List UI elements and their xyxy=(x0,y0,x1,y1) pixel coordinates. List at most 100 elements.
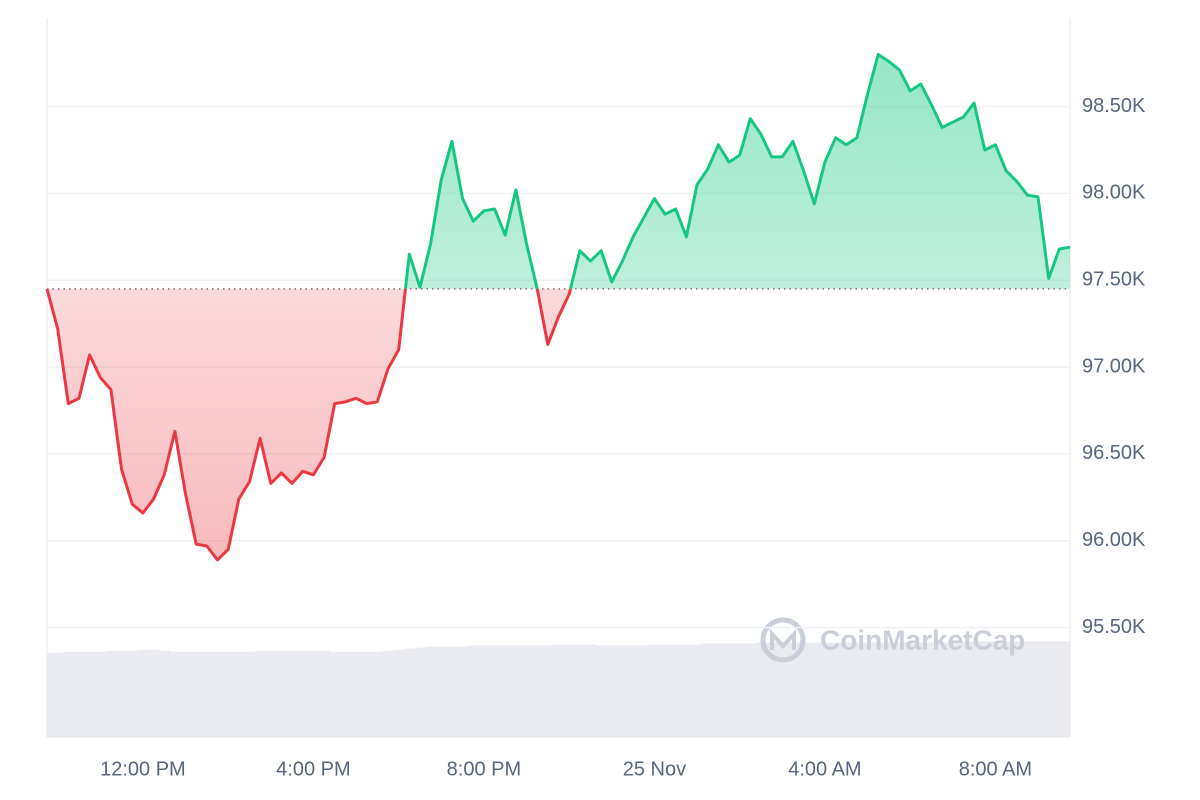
volume-bar xyxy=(244,651,256,737)
volume-bar xyxy=(840,642,853,737)
volume-bar xyxy=(595,645,607,737)
volume-bar xyxy=(894,642,906,737)
volume-bar xyxy=(180,651,192,737)
volume-bar xyxy=(297,650,309,737)
x-tick-label: 12:00 PM xyxy=(100,758,186,780)
volume-bar xyxy=(915,642,927,737)
area-down xyxy=(47,288,571,560)
x-tick-label: 4:00 AM xyxy=(788,758,861,780)
volume-bar xyxy=(670,644,682,737)
volume-bar xyxy=(47,652,53,737)
volume-bar xyxy=(659,644,671,737)
volume-bar xyxy=(787,642,799,737)
y-tick-label: 97.00K xyxy=(1082,355,1146,377)
volume-bar xyxy=(489,645,501,737)
x-tick-label: 4:00 PM xyxy=(276,758,350,780)
y-tick-label: 96.50K xyxy=(1082,442,1146,464)
watermark: CoinMarketCap xyxy=(760,617,1025,663)
x-tick-label: 8:00 PM xyxy=(447,758,521,780)
volume-bar xyxy=(691,644,703,737)
x-tick-label: 8:00 AM xyxy=(959,758,1032,780)
volume-bar xyxy=(457,646,469,737)
volume-bar xyxy=(1043,641,1055,737)
volume-bar xyxy=(755,642,767,737)
volume-bar xyxy=(851,642,863,737)
volume-bar xyxy=(372,651,384,737)
volume-bar xyxy=(1022,641,1034,737)
watermark-text: CoinMarketCap xyxy=(820,624,1025,655)
volume-bar xyxy=(723,643,735,737)
volume-bar xyxy=(329,651,341,737)
volume-bar xyxy=(574,644,586,737)
volume-bar xyxy=(148,649,160,737)
volume-bar xyxy=(393,649,405,737)
volume-bar xyxy=(62,651,75,737)
volume-bar xyxy=(190,651,203,737)
volume-bar xyxy=(904,642,916,737)
volume-bar xyxy=(585,644,597,737)
volume-bar xyxy=(681,644,693,737)
volume-bar xyxy=(627,645,639,737)
volume-bar xyxy=(126,650,139,737)
volume-bar xyxy=(936,642,948,737)
volume-bar xyxy=(478,645,490,737)
volume-bar xyxy=(702,643,714,737)
volume-bar xyxy=(169,651,181,737)
volume-bar xyxy=(73,651,85,737)
volume-bar xyxy=(744,643,757,737)
volume-bar xyxy=(1054,641,1066,737)
volume-bar xyxy=(414,647,426,737)
volume-bar xyxy=(542,645,554,737)
y-tick-label: 98.00K xyxy=(1082,182,1146,204)
volume-bar xyxy=(403,648,416,737)
volume-bar xyxy=(521,645,533,737)
volume-bar xyxy=(233,651,245,737)
volume-bar xyxy=(617,645,629,737)
volume-bar xyxy=(361,651,373,737)
volume-bar xyxy=(926,642,938,737)
volume-bar xyxy=(105,650,117,737)
volume-bar xyxy=(499,645,512,737)
volume-bar xyxy=(467,645,480,737)
volume-bar xyxy=(808,642,821,737)
volume-bar xyxy=(766,642,778,737)
volume-bar xyxy=(638,645,650,737)
volume-bar xyxy=(819,642,831,737)
volume-bar xyxy=(649,644,661,737)
volume-bar xyxy=(94,651,107,737)
y-tick-label: 95.50K xyxy=(1082,616,1146,638)
volume-bar xyxy=(1011,641,1023,737)
volume-bar xyxy=(212,651,224,737)
volume-bar xyxy=(265,650,277,737)
volume-bar xyxy=(979,641,991,737)
volume-bar xyxy=(830,642,842,737)
x-tick-label: 25 Nov xyxy=(623,758,686,780)
volume-bar xyxy=(606,645,618,737)
volume-bar xyxy=(883,642,895,737)
y-tick-label: 97.50K xyxy=(1082,269,1146,291)
volume-bar xyxy=(798,642,810,737)
volume-bar xyxy=(382,650,394,737)
volume-bar xyxy=(84,651,96,737)
y-tick-label: 98.50K xyxy=(1082,95,1146,117)
volume-bar xyxy=(862,642,874,737)
volume-bar xyxy=(713,643,725,737)
volume-bar xyxy=(947,641,959,737)
volume-bar xyxy=(201,651,213,737)
volume-bar xyxy=(446,646,458,737)
price-line-up xyxy=(46,53,1071,289)
volume-bar xyxy=(968,641,980,737)
volume-bar xyxy=(254,650,266,737)
volume-bar xyxy=(52,652,64,737)
volume-bar xyxy=(958,641,970,737)
volume-bar xyxy=(435,646,448,737)
volume-bar xyxy=(510,645,522,737)
volume-bar xyxy=(990,641,1002,737)
volume-bar xyxy=(1064,641,1071,737)
volume-bar xyxy=(553,644,565,737)
volume-bar xyxy=(776,642,789,737)
volume-bar xyxy=(1032,641,1044,737)
volume-bar xyxy=(276,650,288,737)
volume-bar xyxy=(350,651,362,737)
